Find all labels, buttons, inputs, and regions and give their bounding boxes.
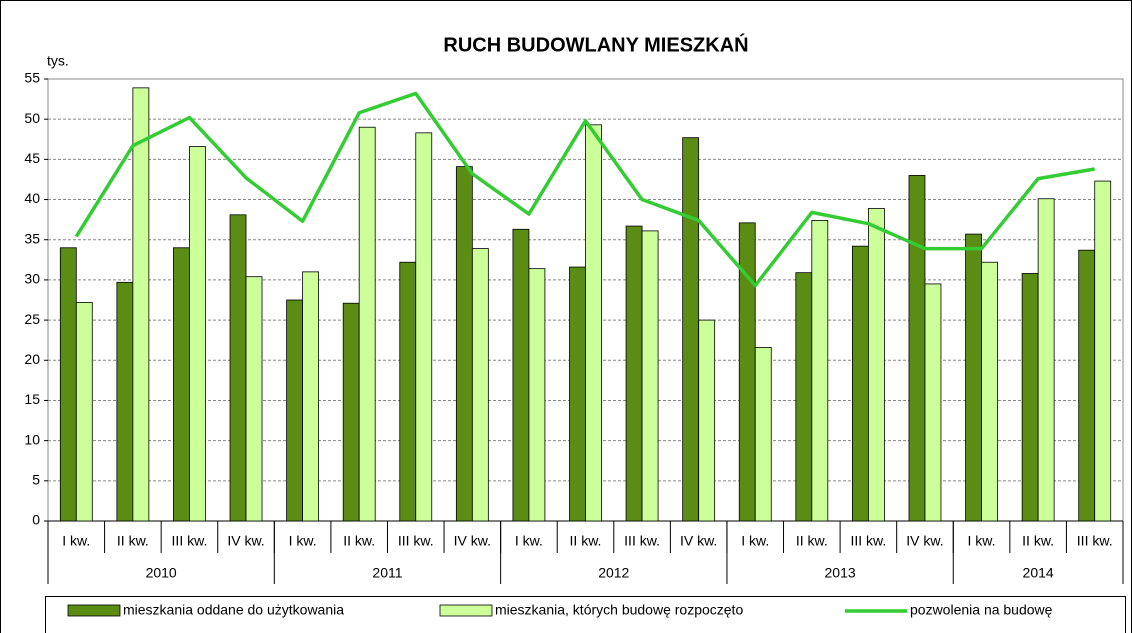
- bar: [229, 214, 247, 522]
- legend-swatch: [67, 604, 121, 617]
- x-group-label: 2010: [146, 565, 177, 581]
- x-tick-label: III kw.: [172, 533, 208, 549]
- y-tick-label: 5: [32, 472, 40, 488]
- x-tick-label: II kw.: [1022, 533, 1054, 549]
- x-tick-label: II kw.: [343, 533, 375, 549]
- bar: [512, 228, 530, 522]
- x-group-label: 2014: [1023, 565, 1054, 581]
- bar: [173, 247, 190, 522]
- y-tick-label: 0: [32, 512, 40, 528]
- legend-label: mieszkania, których budowę rozpoczęto: [495, 602, 743, 618]
- bar: [116, 281, 134, 522]
- bar: [811, 220, 829, 522]
- x-tick-label: III kw.: [398, 533, 434, 549]
- bar: [528, 268, 546, 522]
- line: [74, 91, 1096, 288]
- x-tick-label: III kw.: [624, 533, 660, 549]
- bar: [132, 87, 150, 522]
- bar: [682, 137, 700, 522]
- bar: [471, 248, 489, 522]
- y-axis-label: tys.: [47, 53, 69, 69]
- y-tick-label: 55: [24, 70, 40, 86]
- x-tick-label: IV kw.: [454, 533, 491, 549]
- legend-label: mieszkania oddane do użytkowania: [123, 602, 344, 618]
- bar: [965, 233, 982, 522]
- bar: [1078, 249, 1096, 522]
- bar: [754, 347, 772, 522]
- bar: [569, 266, 586, 522]
- bar: [867, 207, 885, 522]
- bar: [189, 146, 206, 522]
- bar: [245, 276, 263, 522]
- y-tick-label: 10: [24, 431, 40, 447]
- bar: [585, 124, 602, 522]
- x-group-label: 2012: [598, 565, 629, 581]
- bar: [795, 272, 813, 522]
- y-tick-label: 15: [24, 391, 40, 407]
- x-tick-label: II kw.: [796, 533, 828, 549]
- bar: [641, 230, 659, 522]
- x-tick-label: IV kw.: [680, 533, 717, 549]
- x-tick-label: I kw.: [62, 533, 90, 549]
- y-tick-label: 20: [24, 351, 40, 367]
- bar: [1021, 273, 1039, 522]
- x-tick-label: III kw.: [850, 533, 886, 549]
- bar: [59, 247, 77, 522]
- y-tick-label: 50: [24, 110, 40, 126]
- bar: [358, 126, 376, 522]
- x-group-label: 2011: [372, 565, 402, 581]
- bar: [698, 319, 716, 522]
- bar: [625, 225, 643, 522]
- x-tick-label: IV kw.: [227, 533, 264, 549]
- bar: [302, 271, 320, 522]
- bar: [342, 302, 360, 522]
- x-group-label: 2013: [825, 565, 856, 581]
- legend-label: pozwolenia na budowę: [910, 602, 1053, 618]
- bar: [851, 245, 869, 522]
- bar: [1094, 180, 1112, 522]
- legend-swatch: [439, 604, 493, 617]
- bar: [981, 261, 998, 522]
- x-tick-label: I kw.: [515, 533, 543, 549]
- x-tick-label: I kw.: [289, 533, 317, 549]
- bar: [286, 299, 304, 522]
- legend: [45, 596, 1126, 633]
- bar: [455, 166, 473, 522]
- x-tick-label: II kw.: [570, 533, 602, 549]
- y-tick-label: 45: [24, 150, 40, 166]
- bar: [415, 132, 433, 522]
- x-tick-label: IV kw.: [906, 533, 943, 549]
- y-tick-label: 40: [24, 190, 40, 206]
- x-tick-label: I kw.: [741, 533, 769, 549]
- bar: [924, 283, 942, 522]
- y-tick-label: 35: [24, 230, 40, 246]
- bar: [75, 302, 93, 522]
- x-tick-label: II kw.: [117, 533, 149, 549]
- bar: [1037, 198, 1055, 522]
- bar: [908, 175, 926, 522]
- x-tick-label: III kw.: [1077, 533, 1113, 549]
- chart-title: RUCH BUDOWLANY MIESZKAŃ: [443, 33, 748, 56]
- y-tick-label: 25: [24, 311, 40, 327]
- bar: [399, 261, 417, 522]
- y-tick-label: 30: [24, 271, 40, 287]
- x-tick-label: I kw.: [968, 533, 996, 549]
